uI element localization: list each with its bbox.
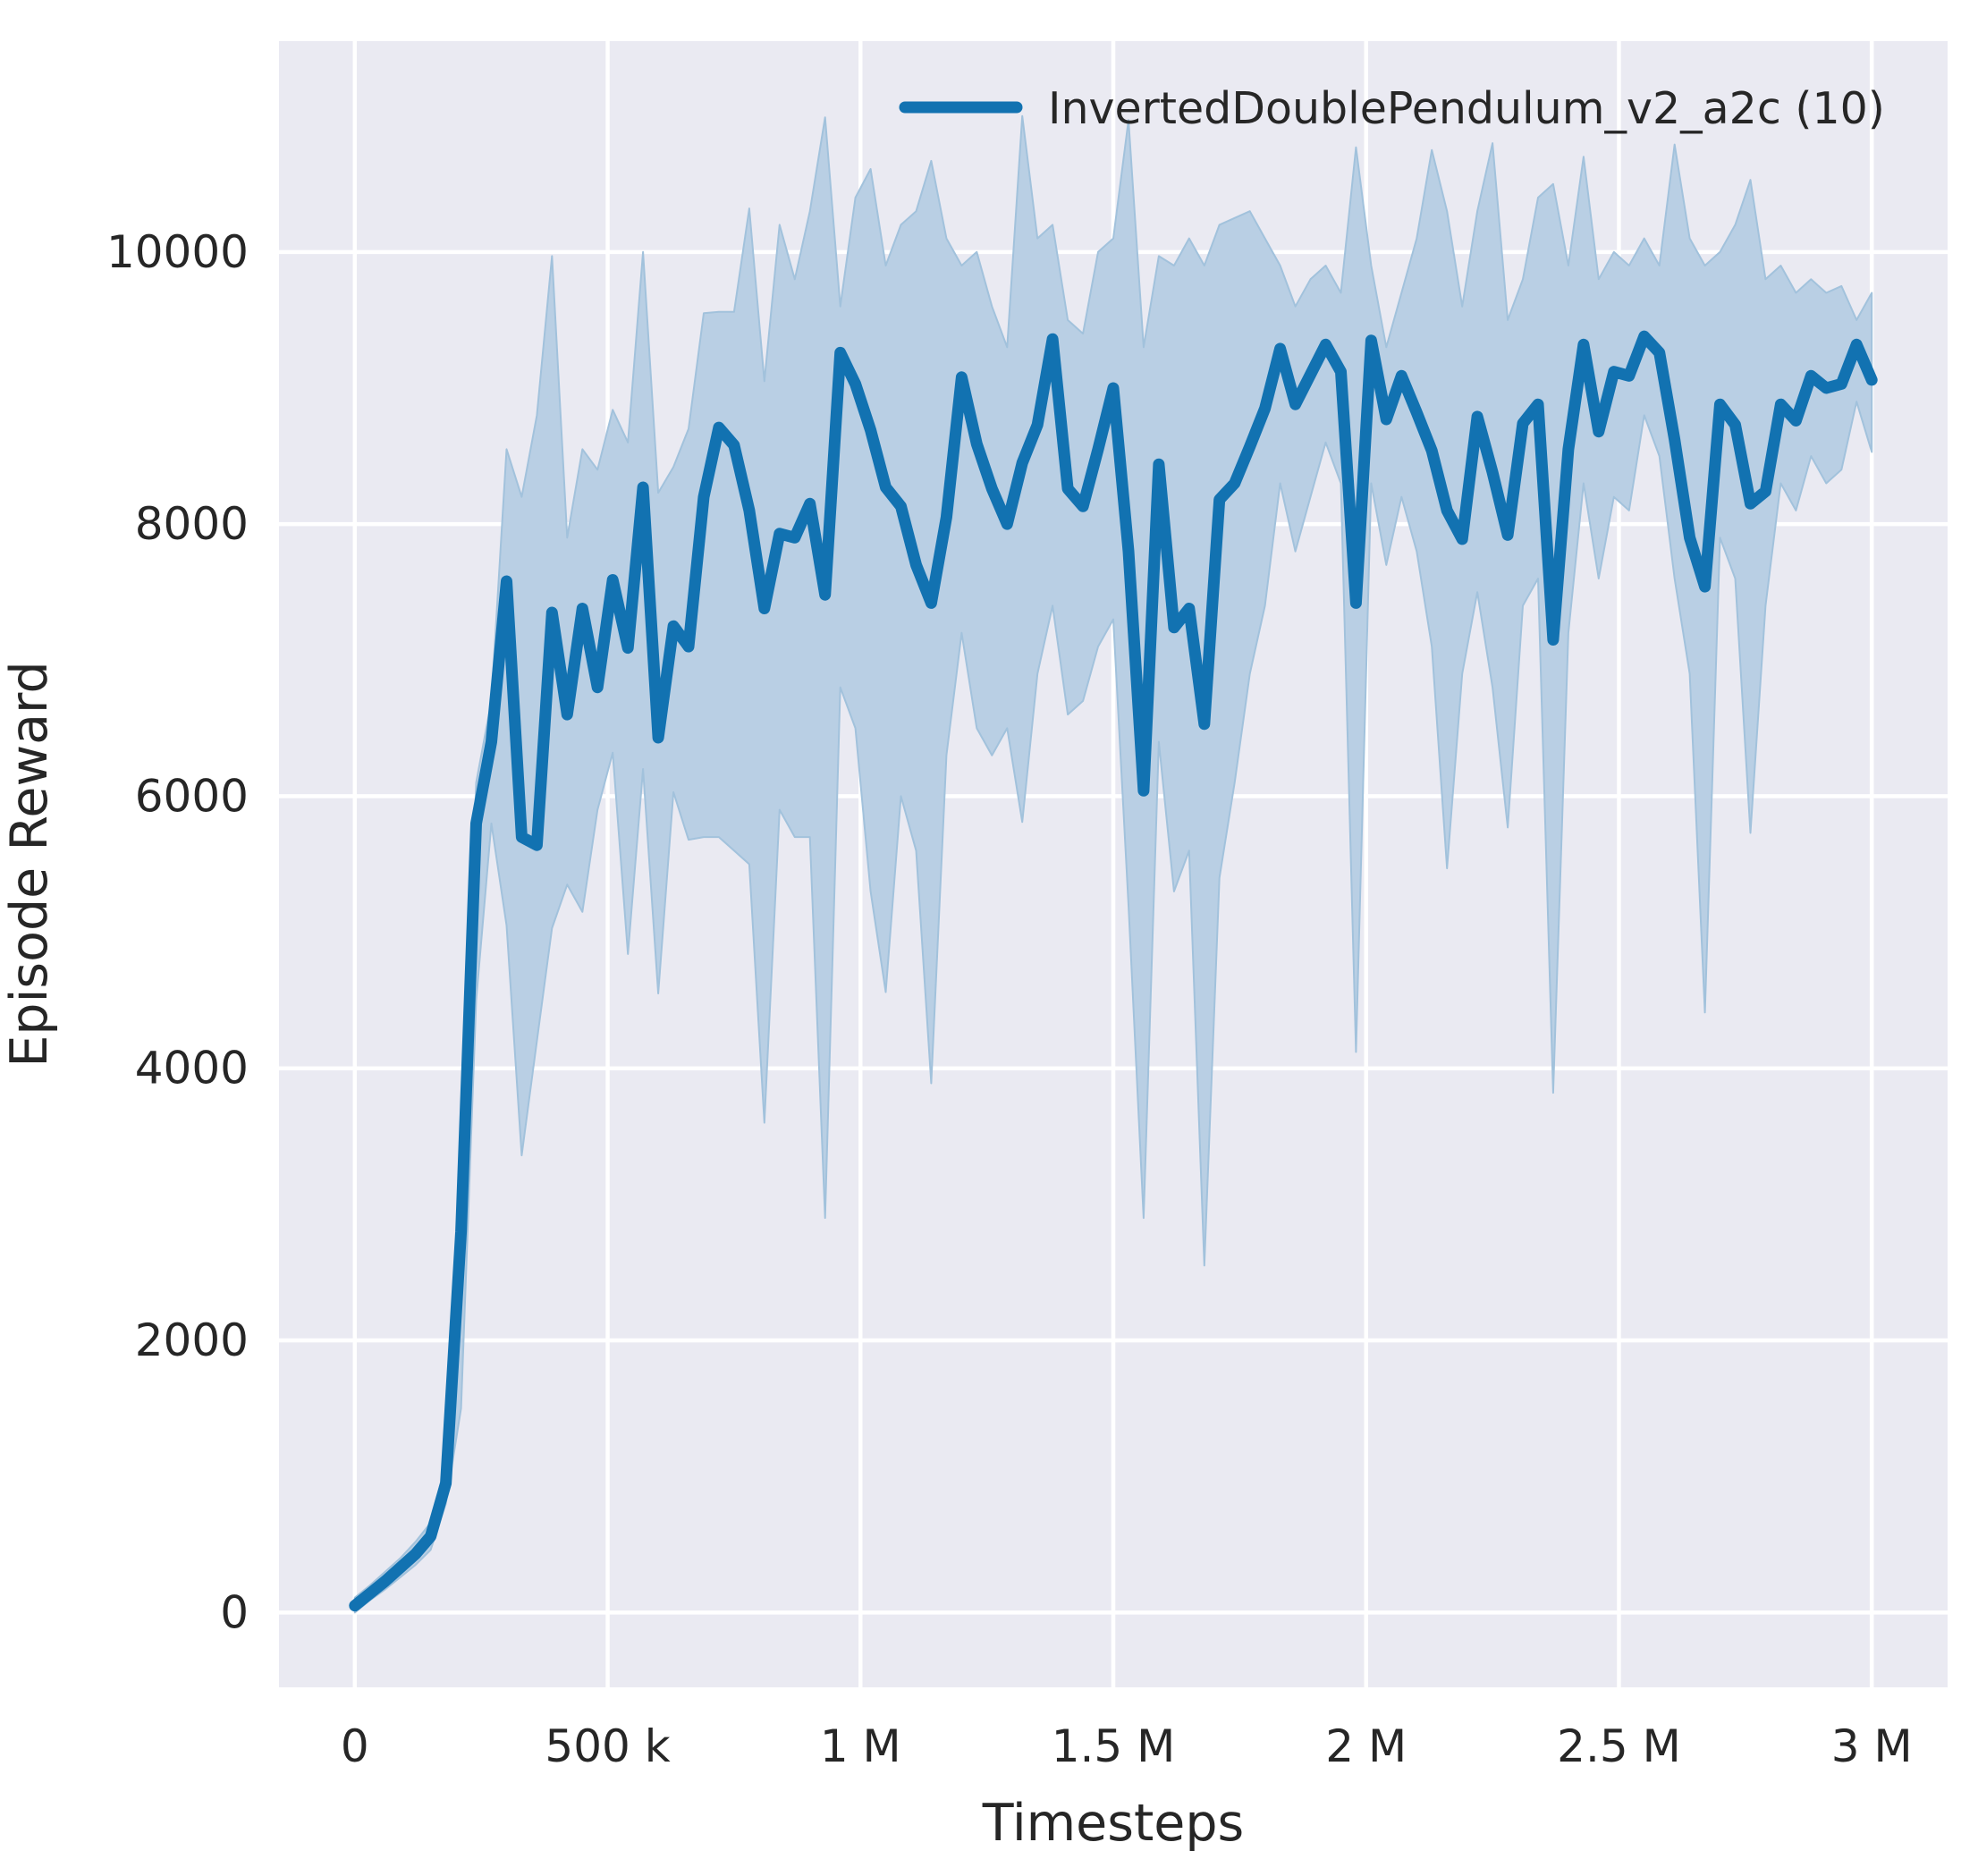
x-tick-label: 2 M <box>1325 1720 1407 1772</box>
mean-line <box>349 330 1878 1612</box>
y-tick-label: 0 <box>220 1586 249 1638</box>
y-tick-label: 4000 <box>135 1043 249 1094</box>
mean-line-path <box>349 330 1878 1612</box>
x-tick-label: 500 k <box>545 1720 670 1772</box>
legend: InvertedDoublePendulum_v2_a2c (10) <box>899 83 1885 134</box>
x-tick-label: 2.5 M <box>1557 1720 1681 1772</box>
x-tick-label: 0 <box>341 1720 369 1772</box>
x-tick-label: 1 M <box>820 1720 901 1772</box>
y-tick-label: 2000 <box>135 1314 249 1366</box>
y-axis-label: Episode Reward <box>0 661 59 1067</box>
legend-label: InvertedDoublePendulum_v2_a2c (10) <box>1048 83 1885 134</box>
y-tick-label: 8000 <box>135 498 249 550</box>
y-tick-label: 10000 <box>106 226 249 278</box>
x-axis-label: Timesteps <box>982 1794 1245 1853</box>
x-tick-label: 3 M <box>1831 1720 1913 1772</box>
y-tick-label: 6000 <box>135 770 249 822</box>
x-tick-label: 1.5 M <box>1052 1720 1176 1772</box>
axis-labels: Timesteps Episode Reward <box>0 661 1244 1853</box>
tick-labels: 0 500 k 1 M 1.5 M 2 M 2.5 M 3 M 0 2000 4000 6000 80… <box>106 226 1913 1772</box>
